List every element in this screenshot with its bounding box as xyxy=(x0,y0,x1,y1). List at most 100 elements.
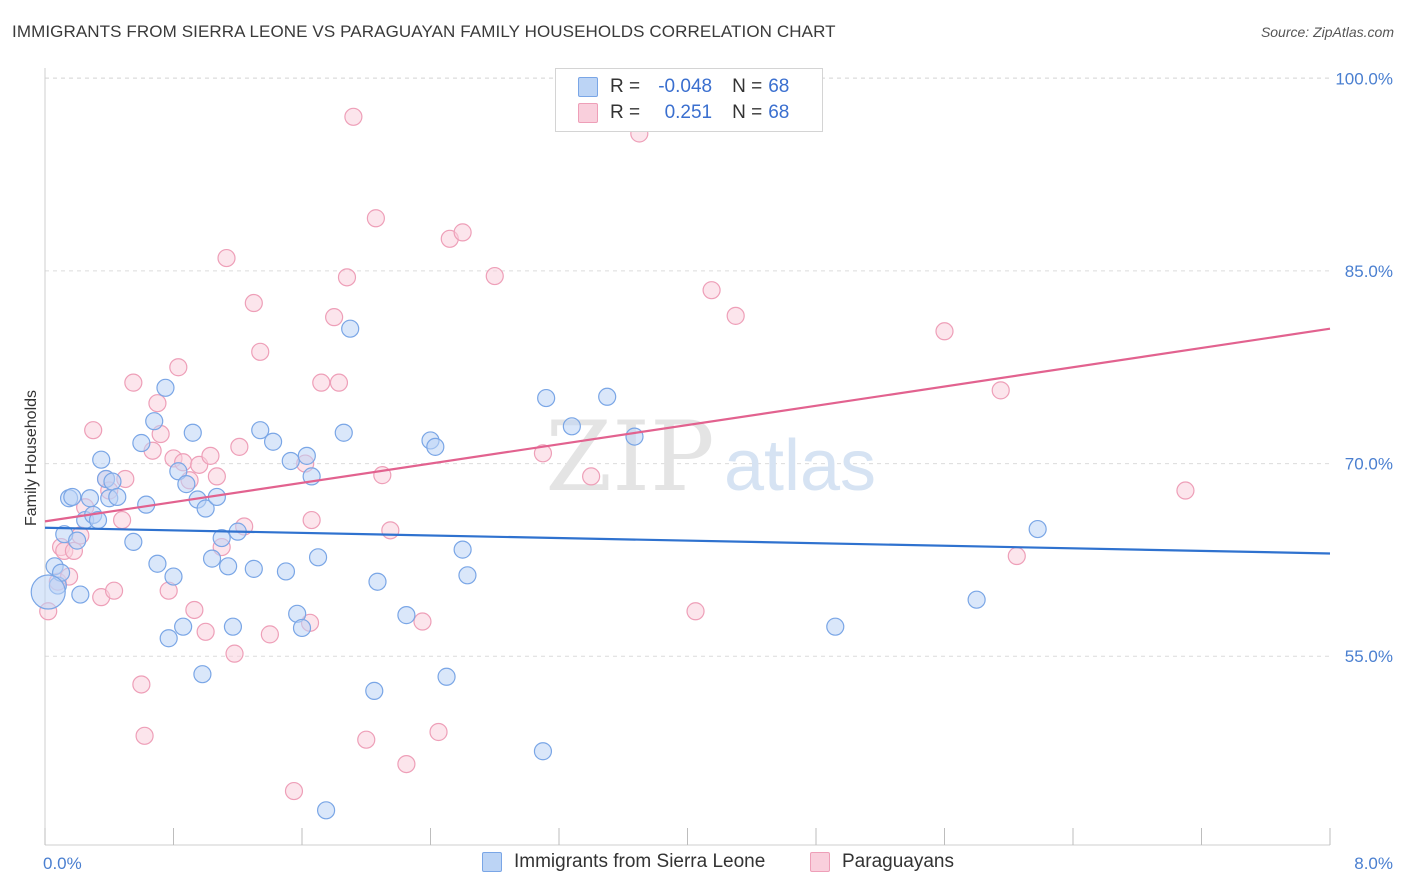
legend-row-sierra-leone: R = -0.048 N = 68 xyxy=(578,75,789,99)
data-point xyxy=(148,554,167,573)
data-point xyxy=(702,281,721,300)
data-point xyxy=(276,562,296,581)
data-point xyxy=(92,450,111,469)
data-point xyxy=(207,467,226,486)
data-point xyxy=(325,308,344,327)
data-point xyxy=(156,378,175,397)
data-point xyxy=(108,487,127,507)
tick-labels: 55.0% 70.0% 85.0% 100.0% 0.0% 8.0% xyxy=(43,69,1393,873)
data-point xyxy=(84,421,103,440)
data-point xyxy=(357,730,376,749)
data-point xyxy=(341,319,360,338)
watermark-atlas: atlas xyxy=(724,426,876,506)
legend-label: Immigrants from Sierra Leone xyxy=(514,851,766,872)
data-point xyxy=(453,540,472,559)
chart-title: IMMIGRANTS FROM SIERRA LEONE VS PARAGUAY… xyxy=(12,22,836,41)
trend-line-pink xyxy=(44,327,1331,523)
legend-item-paraguayans[interactable]: Paraguayans xyxy=(810,851,954,873)
data-point xyxy=(334,423,353,442)
series-sierra-leone xyxy=(30,319,1047,820)
data-point xyxy=(177,475,196,494)
data-point xyxy=(183,423,202,442)
data-point xyxy=(562,417,581,436)
data-point xyxy=(193,665,212,684)
data-point xyxy=(344,107,363,126)
data-point xyxy=(686,602,705,621)
data-point xyxy=(251,342,270,361)
data-point xyxy=(185,600,204,620)
data-point xyxy=(148,394,167,413)
data-point xyxy=(244,559,263,578)
gridlines xyxy=(45,77,1330,657)
data-point xyxy=(726,306,745,325)
legend-r-label: R = xyxy=(610,102,641,123)
data-point xyxy=(426,437,445,456)
series-legend: Immigrants from Sierra Leone Paraguayans xyxy=(0,851,1406,877)
data-point xyxy=(124,532,143,552)
data-point xyxy=(991,381,1010,400)
data-point xyxy=(260,625,279,644)
legend-n-value: 68 xyxy=(768,102,790,123)
legend-row-paraguayans: R = 0.251 N = 68 xyxy=(578,101,789,125)
y-tick-label: 85.0% xyxy=(1345,262,1393,281)
legend-swatch-blue xyxy=(482,852,502,872)
data-point xyxy=(302,510,321,530)
legend-n-value: 68 xyxy=(768,76,790,97)
data-point xyxy=(1028,519,1047,539)
data-point xyxy=(230,437,249,456)
x-tick-label: 8.0% xyxy=(1354,854,1393,873)
data-point xyxy=(212,528,231,548)
data-point xyxy=(68,531,87,550)
legend-r-value: -0.048 xyxy=(658,76,713,97)
legend-swatch-blue xyxy=(578,77,598,97)
data-point xyxy=(582,467,601,486)
legend-n-label: N = xyxy=(732,102,763,123)
stats-legend: R = -0.048 N = 68 R = 0.251 N = 68 xyxy=(555,68,823,132)
data-point xyxy=(244,293,263,313)
data-point xyxy=(169,462,188,481)
y-tick-label: 70.0% xyxy=(1345,455,1393,474)
data-point xyxy=(223,617,243,636)
data-point xyxy=(164,567,183,586)
data-point xyxy=(316,801,336,820)
data-point xyxy=(437,667,456,686)
data-point xyxy=(292,618,312,638)
data-point xyxy=(281,451,300,471)
data-point xyxy=(63,487,82,507)
data-point xyxy=(201,446,220,465)
data-point xyxy=(284,781,304,801)
legend-r-label: R = xyxy=(610,76,641,97)
data-point xyxy=(104,581,124,600)
data-point xyxy=(598,387,617,406)
legend-n-label: N = xyxy=(732,76,763,97)
trend-lines xyxy=(44,327,1331,555)
data-point xyxy=(337,268,357,287)
data-point xyxy=(71,585,90,604)
data-point xyxy=(196,499,215,518)
data-point xyxy=(935,322,954,341)
data-point xyxy=(112,510,132,530)
data-point xyxy=(533,742,553,761)
data-point xyxy=(967,590,986,609)
data-point xyxy=(159,629,178,648)
legend-label: Paraguayans xyxy=(842,851,954,872)
data-point xyxy=(381,521,400,540)
x-tick-label: 0.0% xyxy=(43,854,82,873)
data-point xyxy=(103,472,122,491)
data-point xyxy=(312,373,331,392)
data-point xyxy=(145,412,164,431)
data-point xyxy=(537,388,556,408)
data-point xyxy=(397,754,416,774)
data-point xyxy=(329,373,349,392)
data-point xyxy=(196,622,215,641)
data-point xyxy=(219,557,238,576)
data-point xyxy=(135,726,154,745)
data-point xyxy=(458,566,477,585)
series-paraguayans xyxy=(39,107,1195,801)
data-point xyxy=(625,427,644,446)
data-point xyxy=(366,209,385,228)
data-point xyxy=(80,489,100,508)
y-axis-label: Family Households xyxy=(23,390,40,526)
legend-item-sierra-leone[interactable]: Immigrants from Sierra Leone xyxy=(482,851,765,873)
data-point xyxy=(124,373,143,392)
